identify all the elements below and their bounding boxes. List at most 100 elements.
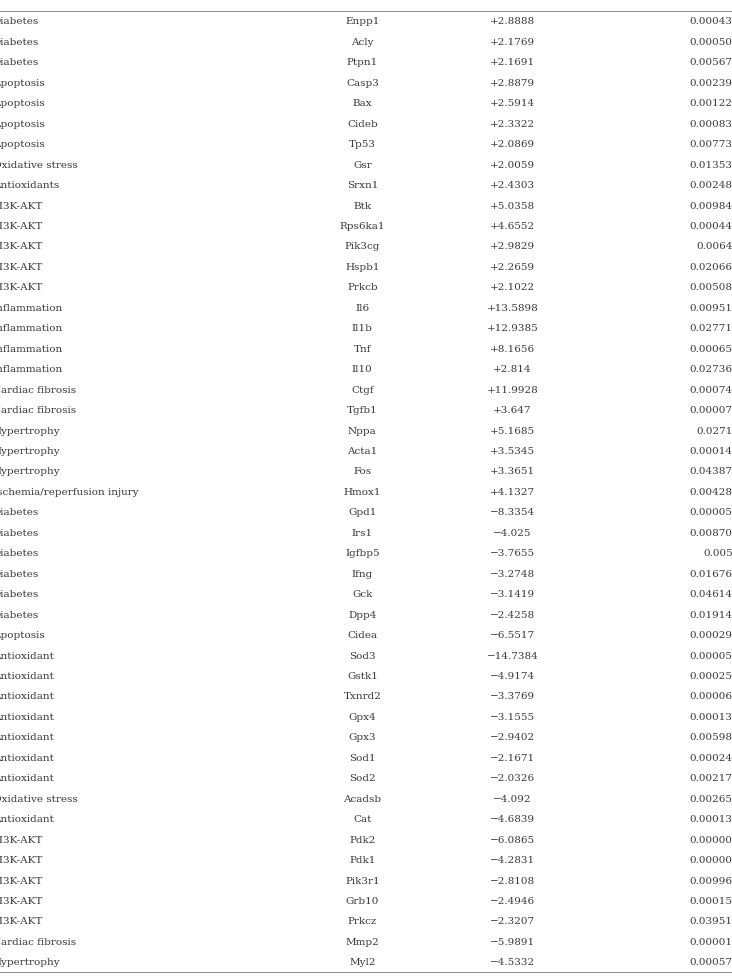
Text: 0.043876: 0.043876 [690, 467, 732, 476]
Text: 0.000443: 0.000443 [690, 222, 732, 231]
Text: Antioxidant: Antioxidant [0, 774, 53, 783]
Text: Antioxidant: Antioxidant [0, 733, 53, 742]
Text: Pik3cg: Pik3cg [345, 242, 380, 251]
Text: Cideb: Cideb [347, 119, 378, 129]
Text: Btk: Btk [354, 201, 371, 210]
Text: −4.2831: −4.2831 [490, 855, 535, 865]
Text: 0.002653: 0.002653 [690, 794, 732, 803]
Text: 0.027718: 0.027718 [690, 324, 732, 333]
Text: PI3K-AKT: PI3K-AKT [0, 201, 43, 210]
Text: Diabetes: Diabetes [0, 570, 39, 578]
Text: Pdk1: Pdk1 [349, 855, 376, 865]
Text: Apoptosis: Apoptosis [0, 79, 45, 88]
Text: −2.9402: −2.9402 [490, 733, 535, 742]
Text: Diabetes: Diabetes [0, 18, 39, 26]
Text: 0.019147: 0.019147 [690, 610, 732, 619]
Text: 0.000073: 0.000073 [690, 405, 732, 414]
Text: 0.001228: 0.001228 [690, 100, 732, 108]
Text: Inflammation: Inflammation [0, 324, 63, 333]
Text: +3.3651: +3.3651 [490, 467, 535, 476]
Text: Acly: Acly [351, 38, 373, 47]
Text: Sod1: Sod1 [349, 753, 376, 762]
Text: Diabetes: Diabetes [0, 589, 39, 599]
Text: 0.000051: 0.000051 [690, 508, 732, 517]
Text: Dpp4: Dpp4 [348, 610, 376, 619]
Text: +2.2659: +2.2659 [490, 263, 535, 272]
Text: +11.9928: +11.9928 [487, 385, 538, 395]
Text: PI3K-AKT: PI3K-AKT [0, 834, 43, 844]
Text: Diabetes: Diabetes [0, 549, 39, 558]
Text: 0.000146: 0.000146 [690, 446, 732, 455]
Text: 0.009511: 0.009511 [690, 304, 732, 313]
Text: Ptpn1: Ptpn1 [347, 59, 378, 67]
Text: Prkcb: Prkcb [347, 283, 378, 292]
Text: 0.008703: 0.008703 [690, 529, 732, 537]
Text: −5.9891: −5.9891 [490, 937, 535, 946]
Text: 0.000652: 0.000652 [690, 344, 732, 354]
Text: Irs1: Irs1 [352, 529, 373, 537]
Text: +2.5914: +2.5914 [490, 100, 535, 108]
Text: 0.000743: 0.000743 [690, 385, 732, 395]
Text: Antioxidant: Antioxidant [0, 651, 53, 659]
Text: Myl2: Myl2 [349, 957, 376, 966]
Text: Acta1: Acta1 [347, 446, 378, 455]
Text: Cat: Cat [353, 815, 372, 824]
Text: +2.0869: +2.0869 [490, 140, 535, 149]
Text: Sod2: Sod2 [349, 774, 376, 783]
Text: 0.009969: 0.009969 [690, 875, 732, 884]
Text: Apoptosis: Apoptosis [0, 630, 45, 640]
Text: Gpd1: Gpd1 [348, 508, 376, 517]
Text: 0.013533: 0.013533 [690, 160, 732, 169]
Text: Apoptosis: Apoptosis [0, 140, 45, 149]
Text: PI3K-AKT: PI3K-AKT [0, 242, 43, 251]
Text: 0.000008: 0.000008 [690, 834, 732, 844]
Text: Cardiac fibrosis: Cardiac fibrosis [0, 405, 76, 414]
Text: +13.5898: +13.5898 [487, 304, 538, 313]
Text: 0.000258: 0.000258 [690, 671, 732, 680]
Text: −2.3207: −2.3207 [490, 916, 535, 925]
Text: Diabetes: Diabetes [0, 59, 39, 67]
Text: Casp3: Casp3 [346, 79, 378, 88]
Text: Pik3r1: Pik3r1 [345, 875, 380, 884]
Text: +8.1656: +8.1656 [490, 344, 535, 354]
Text: 0.0052: 0.0052 [703, 549, 732, 558]
Text: 0.000508: 0.000508 [690, 38, 732, 47]
Text: −8.3354: −8.3354 [490, 508, 535, 517]
Text: 0.005677: 0.005677 [690, 59, 732, 67]
Text: −2.4258: −2.4258 [490, 610, 535, 619]
Text: 0.00643: 0.00643 [696, 242, 732, 251]
Text: 0.007736: 0.007736 [690, 140, 732, 149]
Text: 0.004281: 0.004281 [690, 488, 732, 496]
Text: Igfbp5: Igfbp5 [345, 549, 380, 558]
Text: Inflammation: Inflammation [0, 304, 63, 313]
Text: Txnrd2: Txnrd2 [343, 692, 381, 701]
Text: Srxn1: Srxn1 [347, 181, 378, 190]
Text: 0.016763: 0.016763 [690, 570, 732, 578]
Text: Il6: Il6 [355, 304, 370, 313]
Text: 0.005081: 0.005081 [690, 283, 732, 292]
Text: −3.1555: −3.1555 [490, 712, 535, 721]
Text: −2.8108: −2.8108 [490, 875, 535, 884]
Text: Apoptosis: Apoptosis [0, 100, 45, 108]
Text: 0.046149: 0.046149 [690, 589, 732, 599]
Text: 0.002393: 0.002393 [690, 79, 732, 88]
Text: PI3K-AKT: PI3K-AKT [0, 875, 43, 884]
Text: +2.1769: +2.1769 [490, 38, 535, 47]
Text: 0.000153: 0.000153 [690, 896, 732, 905]
Text: +12.9385: +12.9385 [487, 324, 538, 333]
Text: Mmp2: Mmp2 [346, 937, 379, 946]
Text: 0.020669: 0.020669 [690, 263, 732, 272]
Text: −3.7655: −3.7655 [490, 549, 535, 558]
Text: Diabetes: Diabetes [0, 38, 39, 47]
Text: Hypertrophy: Hypertrophy [0, 467, 60, 476]
Text: −4.092: −4.092 [493, 794, 531, 803]
Text: 0.000134: 0.000134 [690, 815, 732, 824]
Text: Inflammation: Inflammation [0, 344, 63, 354]
Text: Grb10: Grb10 [346, 896, 379, 905]
Text: +2.8888: +2.8888 [490, 18, 535, 26]
Text: Apoptosis: Apoptosis [0, 119, 45, 129]
Text: −3.1419: −3.1419 [490, 589, 535, 599]
Text: Bax: Bax [353, 100, 372, 108]
Text: PI3K-AKT: PI3K-AKT [0, 855, 43, 865]
Text: Cidea: Cidea [347, 630, 378, 640]
